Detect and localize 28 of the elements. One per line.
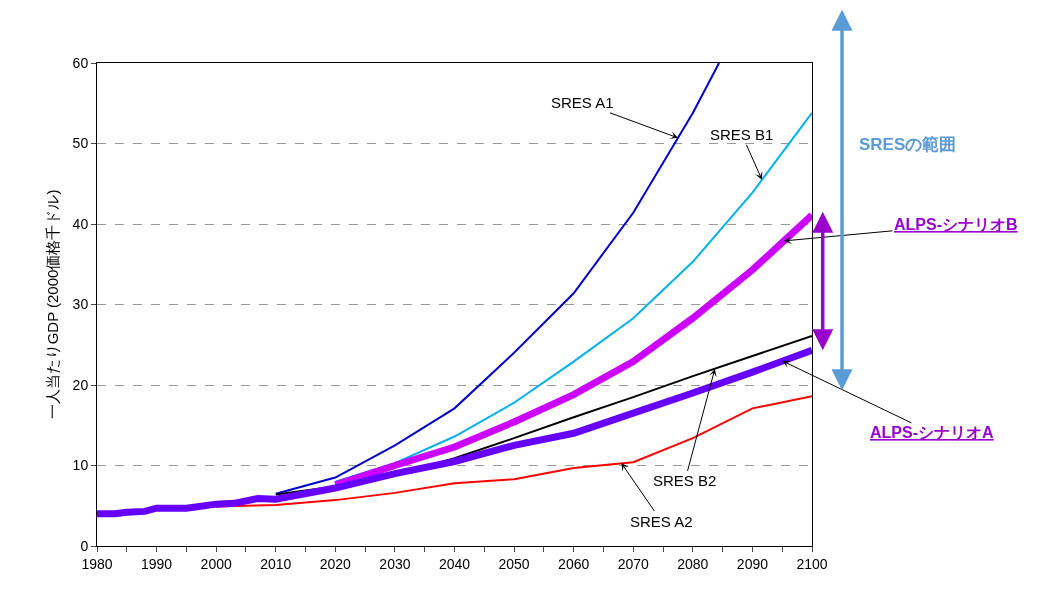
y-tick-label: 60	[72, 54, 89, 71]
x-tick-label: 2090	[736, 555, 769, 572]
x-tick-label: 2000	[200, 555, 232, 572]
y-tick-label: 30	[72, 296, 89, 313]
y-tick-label: 40	[72, 215, 89, 232]
y-tick-label: 20	[72, 376, 89, 393]
x-tick-label: 1980	[81, 555, 113, 572]
x-tick-label: 2060	[558, 555, 590, 572]
x-tick-label: 2020	[319, 555, 352, 572]
x-tick-label: 1990	[141, 555, 173, 572]
x-tick-label: 2040	[438, 555, 471, 572]
x-tick-label: 2100	[796, 555, 828, 572]
x-tick-label: 2010	[260, 555, 292, 572]
x-tick-label: 2080	[677, 555, 709, 572]
annotation: ALPS-シナリオB	[894, 216, 1018, 233]
y-tick-label: 10	[72, 457, 89, 474]
annotation: SRES A1	[551, 94, 614, 111]
x-tick-label: 2030	[379, 555, 411, 572]
annotation: SRES A2	[630, 513, 693, 530]
annotation: SRES B2	[653, 472, 717, 489]
x-tick-label: 2050	[498, 555, 530, 572]
annotation: SRES B1	[710, 126, 774, 143]
y-tick-label: 50	[72, 135, 89, 152]
annotation: ALPS-シナリオA	[870, 424, 994, 441]
x-tick-label: 2070	[617, 555, 650, 572]
y-tick-label: 0	[80, 537, 89, 554]
text: SRESの範囲	[859, 135, 957, 154]
y-axis-title: 一人当たりGDP (2000価格千ドル)	[43, 189, 61, 420]
